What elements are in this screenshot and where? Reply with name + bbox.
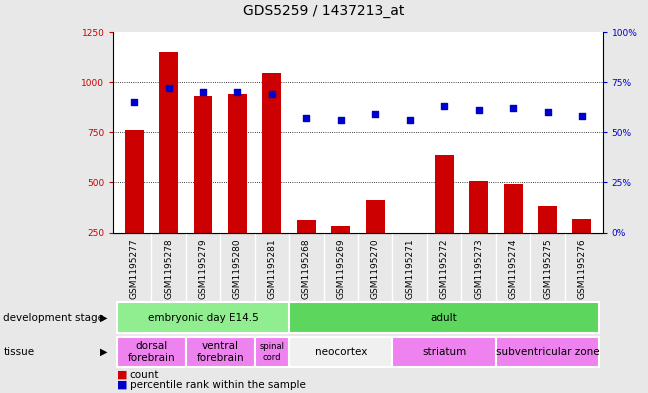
Bar [393, 336, 496, 367]
Text: GSM1195269: GSM1195269 [336, 238, 345, 299]
Bar [469, 182, 488, 233]
Text: GSM1195275: GSM1195275 [543, 238, 552, 299]
Bar [538, 206, 557, 233]
Bar [159, 52, 178, 233]
Text: GSM1195276: GSM1195276 [577, 238, 586, 299]
Text: GSM1195281: GSM1195281 [268, 238, 277, 299]
Text: ■: ■ [117, 370, 127, 380]
Point [336, 117, 346, 123]
Text: neocortex: neocortex [315, 347, 367, 357]
Bar [194, 96, 213, 233]
Bar [255, 336, 289, 367]
Bar [186, 336, 255, 367]
Text: GSM1195280: GSM1195280 [233, 238, 242, 299]
Text: GSM1195279: GSM1195279 [198, 238, 207, 299]
Text: development stage: development stage [3, 313, 104, 323]
Text: ▶: ▶ [100, 347, 108, 357]
Text: GSM1195274: GSM1195274 [509, 238, 518, 299]
Point [542, 109, 553, 116]
Bar [435, 155, 454, 233]
Point [370, 111, 380, 118]
Text: ■: ■ [117, 380, 127, 390]
Text: GSM1195272: GSM1195272 [439, 238, 448, 299]
Bar [289, 336, 393, 367]
Bar [228, 94, 247, 233]
Text: GDS5259 / 1437213_at: GDS5259 / 1437213_at [243, 4, 405, 18]
Point [198, 89, 208, 95]
Point [301, 115, 312, 121]
Text: ▶: ▶ [100, 313, 108, 323]
Bar [124, 130, 144, 233]
Point [577, 113, 587, 119]
Bar [297, 220, 316, 233]
Bar [331, 226, 351, 233]
Point [267, 91, 277, 97]
Text: GSM1195270: GSM1195270 [371, 238, 380, 299]
Text: GSM1195273: GSM1195273 [474, 238, 483, 299]
Point [163, 85, 174, 91]
Text: ventral
forebrain: ventral forebrain [196, 341, 244, 363]
Text: count: count [130, 370, 159, 380]
Point [508, 105, 518, 112]
Point [232, 89, 242, 95]
Bar [365, 200, 385, 233]
Text: percentile rank within the sample: percentile rank within the sample [130, 380, 305, 390]
Text: GSM1195277: GSM1195277 [130, 238, 139, 299]
Text: tissue: tissue [3, 347, 34, 357]
Point [404, 117, 415, 123]
Point [439, 103, 449, 109]
Text: subventricular zone: subventricular zone [496, 347, 599, 357]
Point [474, 107, 484, 114]
Text: dorsal
forebrain: dorsal forebrain [128, 341, 175, 363]
Text: spinal
cord: spinal cord [259, 342, 284, 362]
Bar [289, 303, 599, 333]
Text: GSM1195268: GSM1195268 [302, 238, 311, 299]
Bar [262, 73, 281, 233]
Bar [503, 184, 522, 233]
Text: GSM1195278: GSM1195278 [164, 238, 173, 299]
Text: striatum: striatum [422, 347, 467, 357]
Text: adult: adult [431, 313, 457, 323]
Bar [117, 303, 289, 333]
Text: GSM1195271: GSM1195271 [405, 238, 414, 299]
Bar [117, 336, 186, 367]
Bar [496, 336, 599, 367]
Text: embryonic day E14.5: embryonic day E14.5 [148, 313, 259, 323]
Point [129, 99, 139, 105]
Bar [572, 219, 592, 233]
